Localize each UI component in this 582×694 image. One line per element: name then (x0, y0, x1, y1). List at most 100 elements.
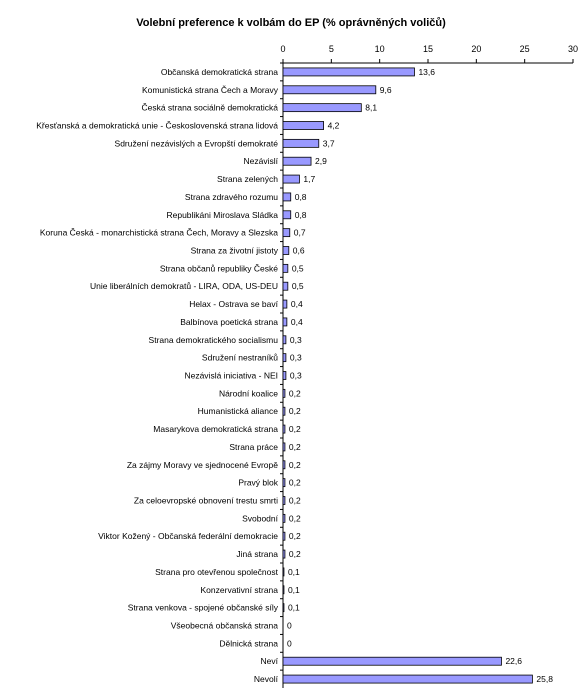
bar (282, 228, 291, 238)
data-label: 8,1 (365, 103, 377, 113)
category-label: Koruna Česká - monarchistická strana Čec… (40, 228, 278, 238)
bar (282, 353, 287, 363)
category-label: Strana za životní jistoty (191, 246, 279, 256)
bar (282, 85, 377, 95)
data-label: 0,8 (295, 210, 307, 220)
data-label: 0,2 (289, 478, 301, 488)
data-label: 0,6 (293, 246, 305, 256)
bar (282, 299, 288, 309)
category-label: Helax - Ostrava se baví (189, 299, 278, 309)
bar (282, 496, 286, 505)
category-label: Strana pro otevřenou společnost (155, 567, 278, 577)
bar (282, 567, 285, 577)
bar (282, 138, 320, 148)
bar (282, 478, 286, 488)
data-label: 13,6 (418, 67, 435, 77)
category-label: Sdružení nestraníků (202, 353, 278, 363)
bar (282, 674, 533, 684)
bar (282, 656, 502, 666)
data-label: 1,7 (303, 174, 315, 184)
category-label: Za celoevropské obnovení trestu smrti (134, 496, 278, 506)
bar (282, 263, 289, 273)
bar (282, 210, 292, 220)
x-tick-label: 30 (568, 44, 578, 54)
category-label: Nezávislá iniciativa - NEI (184, 371, 278, 381)
category-label: Humanistická aliance (198, 406, 279, 416)
data-label: 0,2 (289, 424, 301, 434)
data-label: 0,2 (289, 531, 301, 541)
bar (282, 549, 286, 559)
bar (282, 460, 286, 470)
category-label: Strana práce (229, 442, 278, 452)
category-label: Jiná strana (236, 549, 278, 559)
category-label: Viktor Kožený - Občanská federální demok… (98, 531, 278, 541)
x-tick-label: 0 (280, 44, 285, 54)
category-label: Křesťanská a demokratická unie - Českosl… (36, 121, 278, 131)
category-label: Svobodní (242, 513, 279, 523)
data-label: 0,8 (295, 192, 307, 202)
bar (282, 67, 415, 77)
bar (282, 192, 292, 202)
x-axis: 0 5 10 15 20 25 30 (280, 44, 578, 688)
category-labels: Občanská demokratická strana Komunistická… (36, 62, 283, 684)
x-tick-label: 5 (329, 44, 334, 54)
chart-title: Volební preference k volbám do EP (% opr… (136, 17, 446, 29)
data-label: 0,3 (290, 371, 302, 381)
data-label: 0,1 (288, 585, 300, 595)
category-label: Strana zdravého rozumu (185, 192, 278, 202)
data-label: 0,2 (289, 406, 301, 416)
category-label: Všeobecná občanská strana (171, 621, 279, 631)
category-label: Strana demokratického socialismu (149, 335, 279, 345)
bar (282, 174, 300, 184)
bar (282, 513, 286, 523)
data-label: 2,9 (315, 156, 327, 166)
data-label: 0,2 (289, 388, 301, 398)
category-label: Masarykova demokratická strana (153, 424, 278, 434)
bar (282, 603, 285, 613)
bar (282, 442, 286, 452)
category-label: Republikáni Miroslava Sládka (166, 210, 278, 220)
bar (282, 156, 312, 166)
bar (282, 317, 288, 327)
category-label: Sdružení nezávislých a Evropští demokrat… (115, 138, 279, 148)
data-label: 0 (287, 621, 292, 631)
category-label: Balbínova poetická strana (180, 317, 278, 327)
bar (282, 406, 286, 416)
category-label: Komunistická strana Čech a Moravy (142, 85, 279, 95)
bar (282, 103, 362, 113)
category-label: Občanská demokratická strana (161, 67, 278, 77)
category-label: Národní koalice (219, 388, 278, 398)
bars (282, 67, 533, 684)
data-label: 0,1 (288, 603, 300, 613)
category-label: Neví (261, 656, 279, 666)
data-label: 0,3 (290, 335, 302, 345)
data-label: 0,2 (289, 496, 301, 506)
category-label: Dělnická strana (219, 638, 278, 648)
data-label: 9,6 (380, 85, 392, 95)
data-label: 4,2 (328, 121, 340, 131)
data-label: 0 (287, 638, 292, 648)
data-label: 22,6 (505, 656, 522, 666)
bar (282, 371, 287, 380)
data-label: 3,7 (323, 138, 335, 148)
data-label: 0,2 (289, 460, 301, 470)
x-tick-label: 15 (423, 44, 433, 54)
bar (282, 531, 286, 541)
data-label: 0,1 (288, 567, 300, 577)
x-tick-label: 20 (471, 44, 481, 54)
category-label: Strana zelených (217, 174, 278, 184)
data-label: 0,2 (289, 442, 301, 452)
bar (282, 281, 289, 291)
x-tick-label: 10 (375, 44, 385, 54)
data-label: 0,2 (289, 513, 301, 523)
data-label: 0,5 (292, 281, 304, 291)
bar (282, 121, 324, 130)
bar (282, 585, 285, 595)
data-label: 0,5 (292, 263, 304, 273)
bar (282, 246, 290, 255)
category-label: Konzervativní strana (201, 585, 279, 595)
category-label: Strana občanů republiky České (160, 263, 278, 273)
bar (282, 388, 286, 398)
